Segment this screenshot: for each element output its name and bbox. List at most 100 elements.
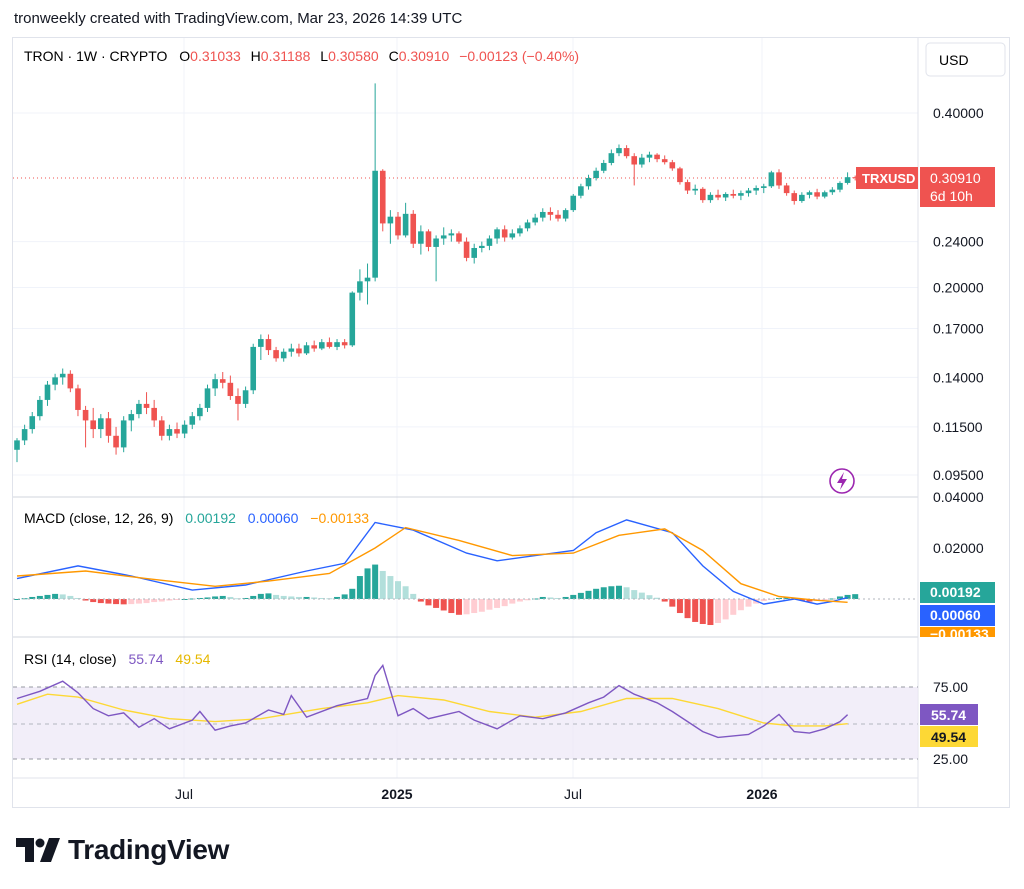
candle[interactable] <box>806 190 813 199</box>
candle[interactable] <box>288 343 295 357</box>
candle[interactable] <box>44 380 51 406</box>
candle[interactable] <box>14 438 20 463</box>
candle[interactable] <box>463 237 470 262</box>
candle[interactable] <box>646 151 653 163</box>
time-axis[interactable]: Jul 2025 Jul 2026 <box>175 786 778 802</box>
candle[interactable] <box>692 184 698 195</box>
candle[interactable] <box>738 190 744 201</box>
candle[interactable] <box>105 412 112 443</box>
candle[interactable] <box>379 169 386 232</box>
candle[interactable] <box>52 373 58 391</box>
candle[interactable] <box>494 227 500 244</box>
macd-histogram[interactable] <box>14 564 859 626</box>
candle[interactable] <box>128 409 135 432</box>
candle[interactable] <box>669 159 676 171</box>
macd-line[interactable] <box>16 519 848 605</box>
candle[interactable] <box>212 373 218 397</box>
chart-frame[interactable]: TRON · 1W · CRYPTO O0.31033 H0.31188 L0.… <box>12 37 1010 808</box>
candle[interactable] <box>722 192 729 202</box>
candle[interactable] <box>120 416 127 453</box>
candle[interactable] <box>532 213 538 226</box>
candlestick-series[interactable] <box>14 83 858 463</box>
candle[interactable] <box>296 343 302 357</box>
candle[interactable] <box>677 166 683 185</box>
candle[interactable] <box>433 235 439 282</box>
candle[interactable] <box>151 399 157 427</box>
candle[interactable] <box>730 189 737 199</box>
candle[interactable] <box>448 229 455 242</box>
candle[interactable] <box>250 343 257 395</box>
candle[interactable] <box>410 210 417 249</box>
candle[interactable] <box>715 189 721 201</box>
candle[interactable] <box>273 346 279 362</box>
candle[interactable] <box>402 202 409 238</box>
candle[interactable] <box>181 420 188 439</box>
candle[interactable] <box>776 169 782 189</box>
candle[interactable] <box>700 187 706 203</box>
candle[interactable] <box>37 396 43 421</box>
candle[interactable] <box>585 174 592 190</box>
candle[interactable] <box>440 227 447 245</box>
candle[interactable] <box>600 159 607 174</box>
candle[interactable] <box>639 153 645 168</box>
candle[interactable] <box>791 190 798 205</box>
candle[interactable] <box>311 340 317 352</box>
candle[interactable] <box>684 179 691 194</box>
candle[interactable] <box>219 372 226 389</box>
candle[interactable] <box>425 229 432 252</box>
candle[interactable] <box>509 229 516 240</box>
candle[interactable] <box>799 192 805 203</box>
candle[interactable] <box>242 386 249 408</box>
macd-signal-line[interactable] <box>16 526 848 603</box>
candle[interactable] <box>783 182 790 196</box>
candle[interactable] <box>578 183 584 199</box>
candle[interactable] <box>479 241 485 253</box>
macd-axis[interactable]: 0.04000 0.02000 <box>933 489 984 556</box>
candle[interactable] <box>837 181 843 193</box>
candle[interactable] <box>562 208 569 222</box>
currency-button[interactable]: USD <box>925 42 1006 77</box>
candle[interactable] <box>258 334 264 360</box>
candle[interactable] <box>303 342 310 355</box>
candle[interactable] <box>471 243 477 264</box>
candle[interactable] <box>98 414 104 439</box>
candle[interactable] <box>753 185 759 195</box>
candle[interactable] <box>623 145 630 159</box>
rsi-axis[interactable]: 75.00 25.00 <box>933 679 968 767</box>
candle[interactable] <box>387 210 394 244</box>
candle[interactable] <box>395 211 401 240</box>
candle[interactable] <box>357 269 363 301</box>
candle[interactable] <box>204 384 211 413</box>
candle[interactable] <box>844 172 851 185</box>
rsi-line[interactable] <box>16 663 849 739</box>
candle[interactable] <box>59 368 66 385</box>
chart-canvas[interactable]: TRON · 1W · CRYPTO O0.31033 H0.31188 L0.… <box>13 38 1009 807</box>
candle[interactable] <box>349 291 356 347</box>
candle[interactable] <box>67 370 74 393</box>
candle[interactable] <box>745 187 752 197</box>
candle[interactable] <box>265 334 272 355</box>
candle[interactable] <box>570 193 577 212</box>
candle[interactable] <box>29 412 36 434</box>
candle[interactable] <box>166 424 173 441</box>
candle[interactable] <box>517 225 523 237</box>
candle[interactable] <box>319 339 325 351</box>
candle[interactable] <box>235 388 241 421</box>
candle[interactable] <box>21 424 28 446</box>
candle[interactable] <box>829 187 836 195</box>
candle[interactable] <box>555 210 561 222</box>
candle[interactable] <box>608 149 615 166</box>
candle[interactable] <box>631 153 638 186</box>
candle[interactable] <box>136 399 142 419</box>
candle[interactable] <box>547 207 554 221</box>
candle[interactable] <box>661 155 668 165</box>
candle[interactable] <box>82 405 89 448</box>
candle[interactable] <box>593 167 599 181</box>
candle[interactable] <box>280 348 287 362</box>
candle[interactable] <box>768 170 775 188</box>
candle[interactable] <box>90 407 96 439</box>
candle[interactable] <box>821 190 828 199</box>
candle[interactable] <box>524 219 531 232</box>
candle[interactable] <box>326 337 333 349</box>
candle[interactable] <box>334 339 340 351</box>
